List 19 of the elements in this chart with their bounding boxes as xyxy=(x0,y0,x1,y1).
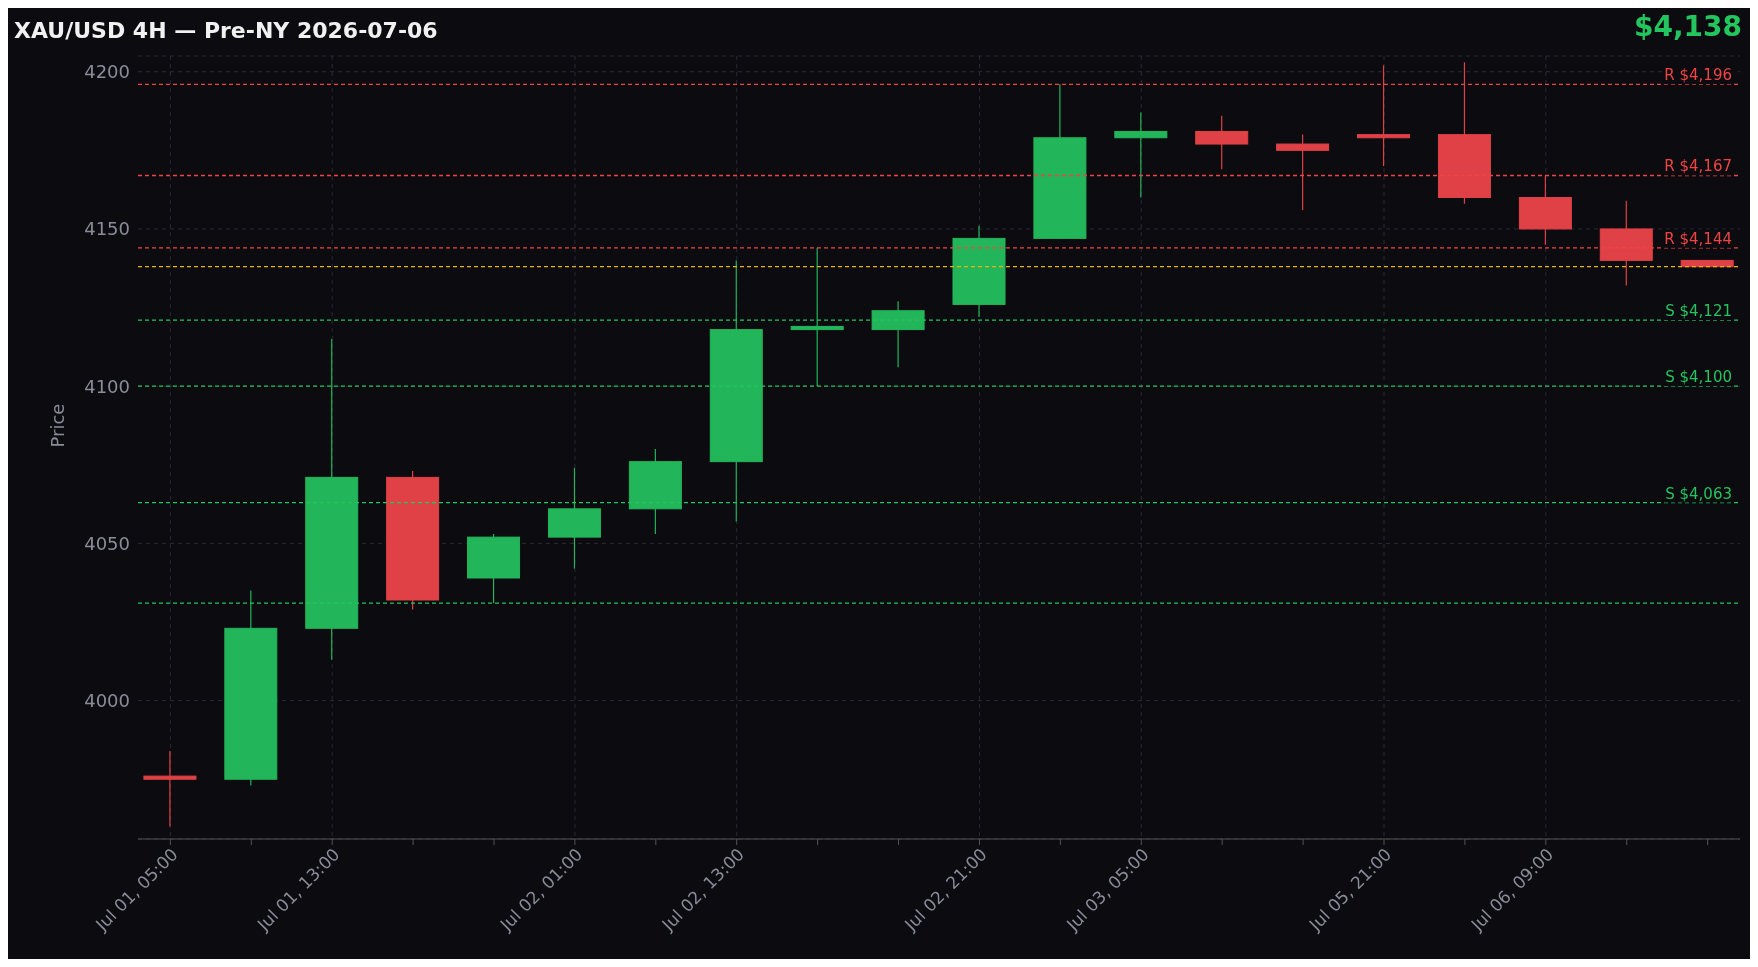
y-tick-label: 4000 xyxy=(84,690,130,712)
ref-line-label: S $4,100 xyxy=(1665,368,1732,387)
y-tick-label: 4050 xyxy=(84,532,130,554)
ref-line-label: R $4,196 xyxy=(1664,66,1732,85)
candlestick xyxy=(143,750,197,828)
y-tick-label: 4100 xyxy=(84,375,130,397)
candlestick xyxy=(1357,64,1411,167)
candlestick xyxy=(790,247,844,387)
y-tick-label: 4200 xyxy=(84,61,130,83)
y-tick-label: 4150 xyxy=(84,218,130,240)
candlestick xyxy=(1276,134,1330,211)
y-axis-title: Price xyxy=(47,403,69,448)
text: $4,138 xyxy=(1633,10,1742,43)
candlestick xyxy=(1114,112,1168,199)
ref-line-label: R $4,144 xyxy=(1664,229,1732,248)
ref-line-label: S $4,121 xyxy=(1665,302,1732,321)
ref-line-label: S $4,063 xyxy=(1665,484,1732,503)
chart-title: XAU/USD 4H — Pre-NY 2026-07-06 xyxy=(14,18,438,43)
ref-line-label: R $4,167 xyxy=(1664,157,1732,176)
